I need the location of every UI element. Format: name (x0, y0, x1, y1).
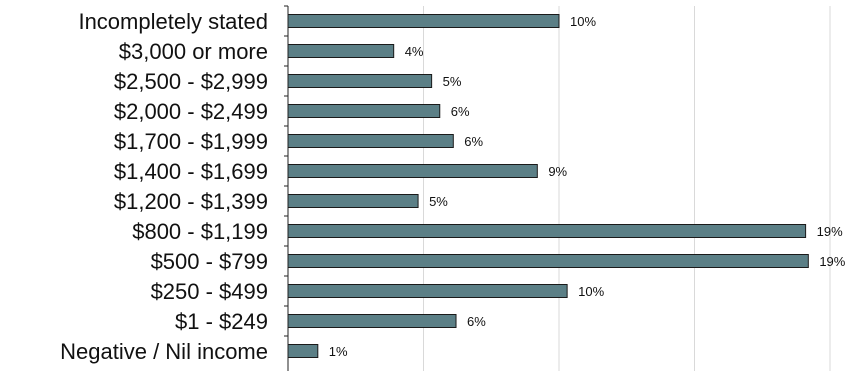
category-label: Incompletely stated (78, 9, 268, 34)
category-label: $500 - $799 (151, 249, 268, 274)
value-label: 10% (570, 14, 596, 29)
value-label: 6% (467, 314, 486, 329)
category-label: $800 - $1,199 (132, 219, 268, 244)
bar (287, 14, 560, 28)
value-label: 19% (817, 224, 843, 239)
bars (287, 14, 809, 358)
value-label: 4% (405, 44, 424, 59)
category-label: $1,700 - $1,999 (114, 129, 268, 154)
category-label: $2,000 - $2,499 (114, 99, 268, 124)
value-labels: 10% 4% 5% 6% 6% 9% 5% 19% 19% 10% 6% 1% (329, 14, 846, 359)
value-label: 10% (578, 284, 604, 299)
value-label: 5% (443, 74, 462, 89)
category-label: $1,400 - $1,699 (114, 159, 268, 184)
bar (287, 164, 538, 178)
bar (287, 134, 454, 148)
category-label: $3,000 or more (119, 39, 268, 64)
value-label: 5% (429, 194, 448, 209)
category-label: $1 - $249 (175, 309, 268, 334)
value-label: 19% (819, 254, 845, 269)
y-axis (284, 5, 289, 371)
grid-lines (423, 6, 831, 371)
bar (287, 74, 433, 88)
value-label: 1% (329, 344, 348, 359)
bar (287, 224, 807, 238)
category-labels: Incompletely stated $3,000 or more $2,500 … (60, 9, 268, 364)
value-label: 6% (464, 134, 483, 149)
value-label: 6% (451, 104, 470, 119)
bar (287, 104, 441, 118)
category-label: $1,200 - $1,399 (114, 189, 268, 214)
value-label: 9% (548, 164, 567, 179)
bar (287, 44, 395, 58)
bar (287, 284, 568, 298)
bar (287, 344, 319, 358)
bar (287, 254, 809, 268)
bar (287, 194, 419, 208)
category-label: Negative / Nil income (60, 339, 268, 364)
category-label: $2,500 - $2,999 (114, 69, 268, 94)
category-label: $250 - $499 (151, 279, 268, 304)
bar (287, 314, 457, 328)
